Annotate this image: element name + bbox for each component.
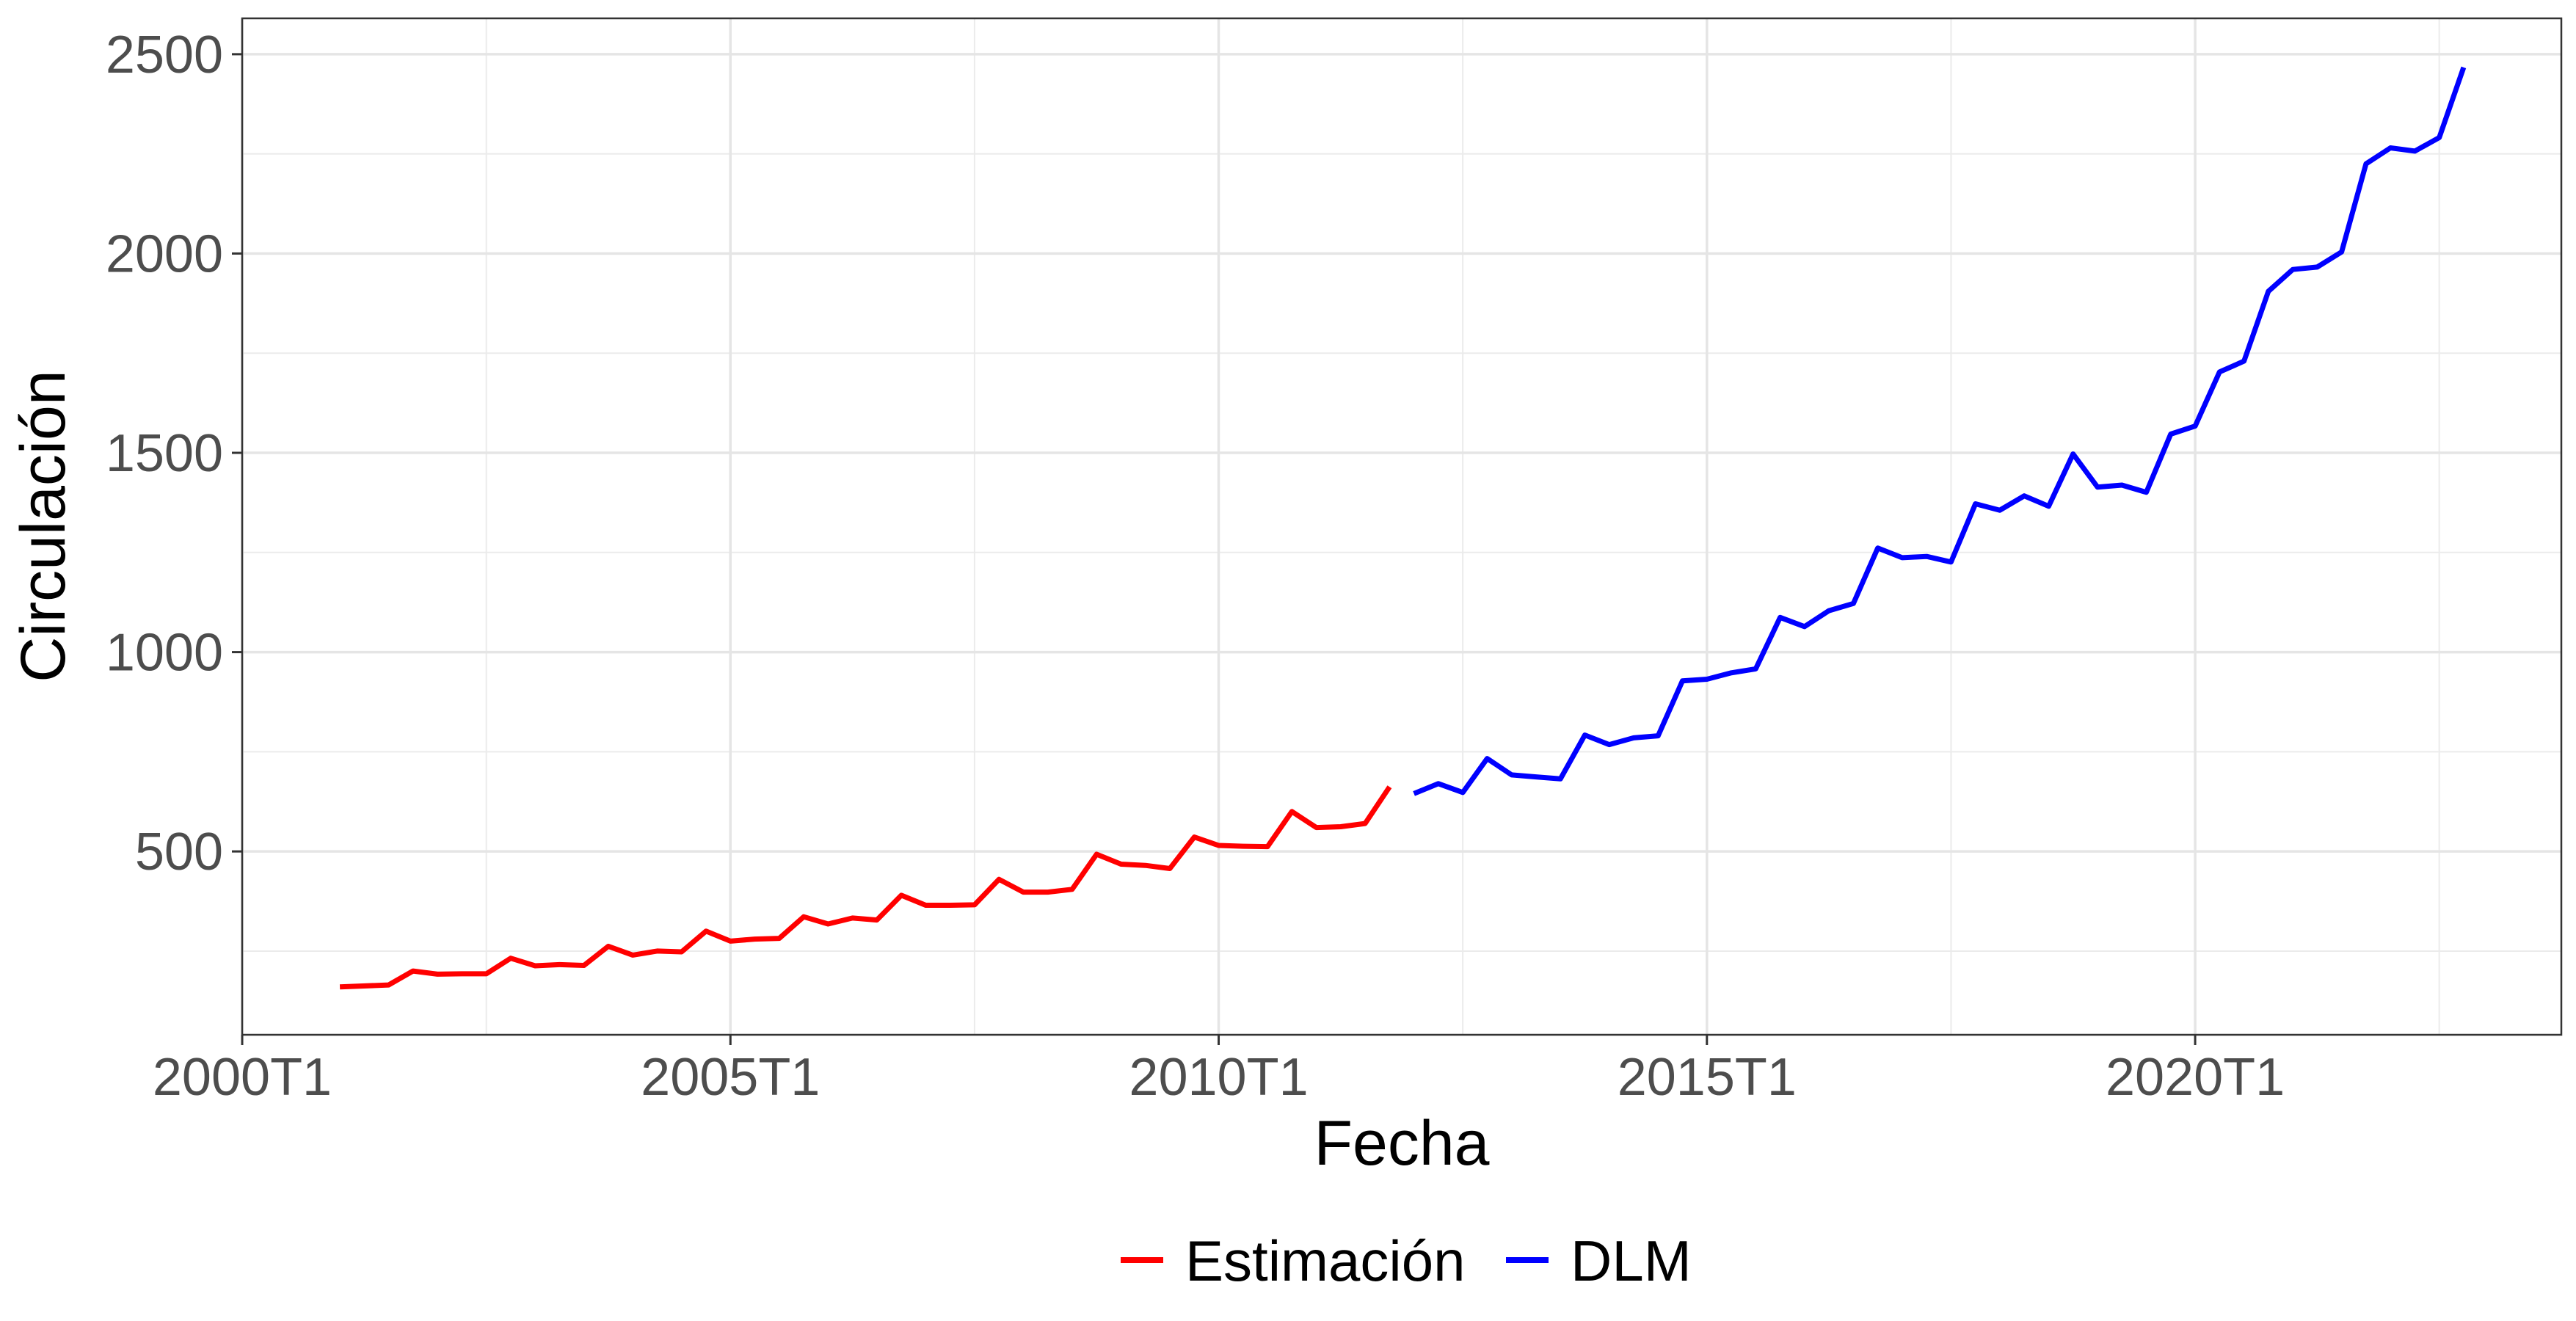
x-tick-label: 2000T1 — [153, 1048, 332, 1107]
x-tick-label: 2010T1 — [1129, 1048, 1308, 1107]
x-tick-label: 2020T1 — [2106, 1048, 2285, 1107]
series-line-dlm — [1413, 66, 2467, 796]
major-gridlines — [241, 18, 2561, 1035]
series-layer — [339, 66, 2467, 990]
y-tick-label: 500 — [135, 823, 223, 881]
x-axis: 2000T1 2005T1 2010T1 2015T1 2020T1 — [153, 1035, 2285, 1107]
series-line-estimacion — [339, 785, 1392, 990]
x-axis-title: Fecha — [1314, 1108, 1489, 1179]
y-tick-label: 2500 — [106, 26, 223, 84]
y-axis-title: Circulación — [8, 370, 79, 682]
y-tick-label: 1500 — [106, 424, 223, 483]
legend-label-dlm: DLM — [1571, 1229, 1692, 1293]
plot-border — [241, 17, 2563, 1036]
y-axis: 500 1000 1500 2000 2500 — [106, 26, 242, 881]
y-tick-label: 2000 — [106, 225, 223, 283]
legend: Estimación DLM — [1121, 1229, 1692, 1293]
minor-gridlines — [242, 18, 2561, 1035]
legend-label-estimacion: Estimación — [1185, 1229, 1465, 1293]
plot-panel — [242, 18, 2561, 1035]
x-tick-label: 2005T1 — [641, 1048, 820, 1107]
x-tick-label: 2015T1 — [1618, 1048, 1797, 1107]
y-tick-label: 1000 — [106, 624, 223, 683]
